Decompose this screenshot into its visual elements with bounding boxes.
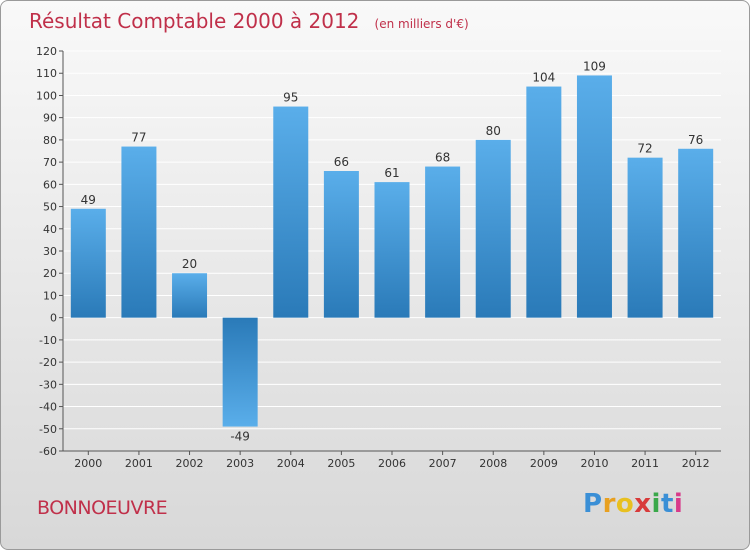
x-tick-label: 2009: [530, 457, 558, 470]
bar-value-label: 109: [583, 59, 606, 73]
y-tick-label: 0: [50, 312, 57, 325]
bar: [273, 106, 309, 318]
bar-value-label: 80: [486, 124, 501, 138]
bar-value-label: 95: [283, 91, 298, 105]
y-tick-label: 80: [43, 134, 57, 147]
bar-value-label: -49: [230, 430, 250, 444]
bar-value-label: 76: [688, 133, 703, 147]
bar: [323, 171, 359, 318]
bar: [627, 157, 663, 318]
x-tick-label: 2012: [682, 457, 710, 470]
y-tick-label: 50: [43, 201, 57, 214]
x-tick-label: 2007: [429, 457, 457, 470]
y-tick-label: 120: [36, 45, 57, 58]
x-tick-label: 2006: [378, 457, 406, 470]
chart-header: Résultat Comptable 2000 à 2012 (en milli…: [29, 9, 469, 33]
chart-title: Résultat Comptable 2000 à 2012: [29, 9, 360, 33]
x-tick-label: 2010: [580, 457, 608, 470]
bar-value-label: 72: [637, 142, 652, 156]
x-tick-label: 2005: [327, 457, 355, 470]
bar-value-label: 104: [532, 71, 555, 85]
bar: [172, 273, 208, 318]
y-tick-label: 20: [43, 267, 57, 280]
logo-letter: i: [651, 489, 661, 519]
bar-value-label: 49: [81, 193, 96, 207]
logo-letter: t: [660, 489, 674, 519]
y-tick-label: -60: [39, 445, 57, 458]
x-tick-label: 2003: [226, 457, 254, 470]
logo-letter: P: [583, 489, 603, 519]
logo-letter: i: [673, 489, 684, 519]
y-tick-label: -30: [39, 378, 57, 391]
y-tick-label: -40: [39, 401, 57, 414]
y-tick-label: -50: [39, 423, 57, 436]
bar-value-label: 77: [131, 131, 146, 145]
bar: [374, 182, 410, 318]
bar-value-label: 66: [334, 155, 349, 169]
y-tick-label: 90: [43, 112, 57, 125]
x-tick-label: 2001: [125, 457, 153, 470]
y-tick-label: -10: [39, 334, 57, 347]
chart-unit: (en milliers d'€): [374, 17, 469, 31]
x-tick-label: 2004: [277, 457, 305, 470]
bar: [576, 75, 612, 318]
bar: [526, 86, 562, 318]
bar: [678, 148, 714, 318]
bar: [222, 317, 258, 427]
logo-letter: o: [615, 489, 635, 519]
y-tick-label: 100: [36, 89, 57, 102]
bar-value-label: 20: [182, 257, 197, 271]
y-tick-label: 30: [43, 245, 57, 258]
logo-letter: r: [602, 489, 616, 519]
bar-value-label: 61: [384, 166, 399, 180]
proxiti-logo: Proxiti: [583, 489, 683, 519]
town-name: BONNOEUVRE: [37, 497, 168, 519]
y-tick-label: 40: [43, 223, 57, 236]
logo-letter: x: [634, 489, 652, 519]
bar: [475, 139, 511, 318]
bar: [70, 208, 106, 318]
y-tick-label: 110: [36, 67, 57, 80]
y-tick-label: 10: [43, 289, 57, 302]
x-tick-label: 2008: [479, 457, 507, 470]
y-tick-label: -20: [39, 356, 57, 369]
x-tick-label: 2000: [74, 457, 102, 470]
x-tick-label: 2011: [631, 457, 659, 470]
bar: [425, 166, 461, 318]
bar: [121, 146, 157, 318]
y-tick-label: 70: [43, 156, 57, 169]
y-tick-label: 60: [43, 178, 57, 191]
bar-value-label: 68: [435, 151, 450, 165]
x-tick-label: 2002: [176, 457, 204, 470]
